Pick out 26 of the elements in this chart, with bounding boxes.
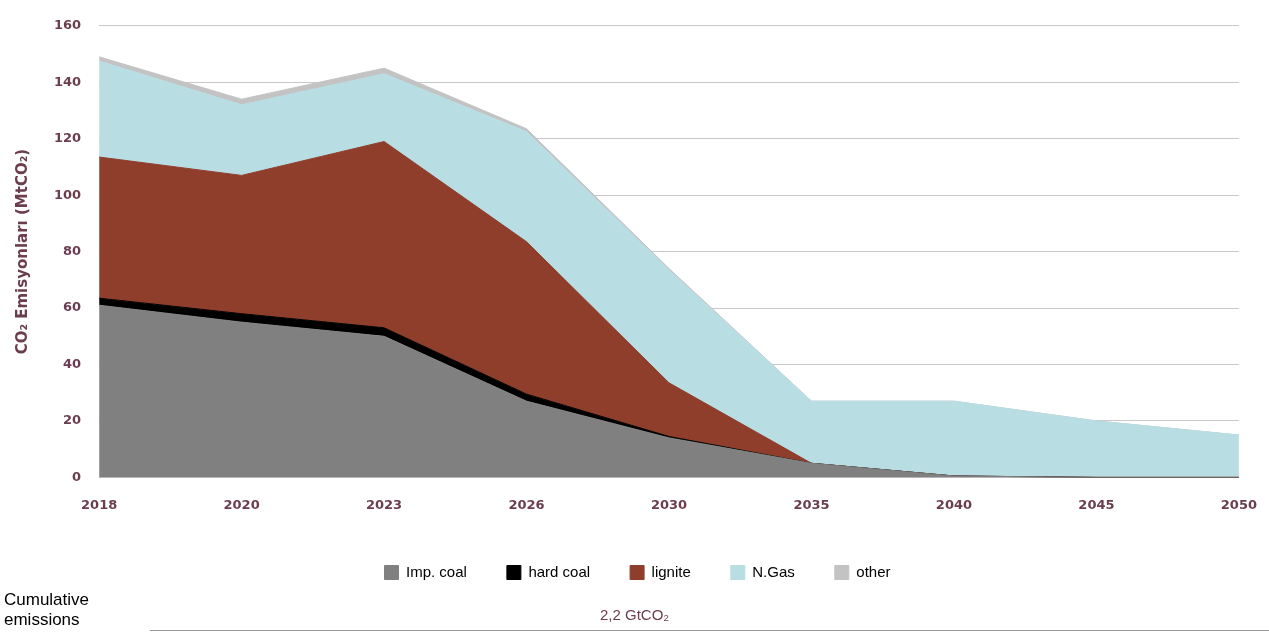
y-axis-title: CO₂ Emisyonları (MtCO₂) — [12, 148, 31, 355]
legend-label: Imp. coal — [406, 562, 467, 580]
x-tick-label: 2035 — [793, 496, 830, 512]
y-tick-label: 60 — [63, 299, 82, 315]
x-tick-label: 2050 — [1220, 496, 1257, 512]
text: 2,2 GtCO₂ — [600, 606, 670, 623]
text: Cumulative emissions — [4, 590, 91, 630]
x-tick-label: 2030 — [650, 496, 688, 512]
legend-label: N.Gas — [752, 562, 795, 580]
x-tick-label: 2026 — [508, 496, 545, 512]
legend-label: lignite — [651, 562, 691, 580]
y-tick-label: 0 — [72, 468, 82, 484]
y-tick-label: 160 — [54, 17, 82, 33]
x-tick-label: 2023 — [365, 496, 403, 512]
y-tick-label: 20 — [63, 412, 82, 428]
y-tick-label: 100 — [54, 186, 82, 202]
y-tick-label: 80 — [63, 242, 82, 258]
y-tick-label: 120 — [54, 130, 82, 146]
y-tick-label: 40 — [63, 355, 82, 371]
x-tick-label: 2045 — [1078, 496, 1115, 512]
x-tick-label: 2018 — [81, 496, 118, 512]
legend-label: hard coal — [528, 562, 591, 580]
y-tick-label: 140 — [54, 73, 82, 89]
x-tick-label: 2040 — [935, 496, 973, 512]
legend-label: other — [856, 562, 891, 580]
x-tick-label: 2020 — [223, 496, 260, 512]
